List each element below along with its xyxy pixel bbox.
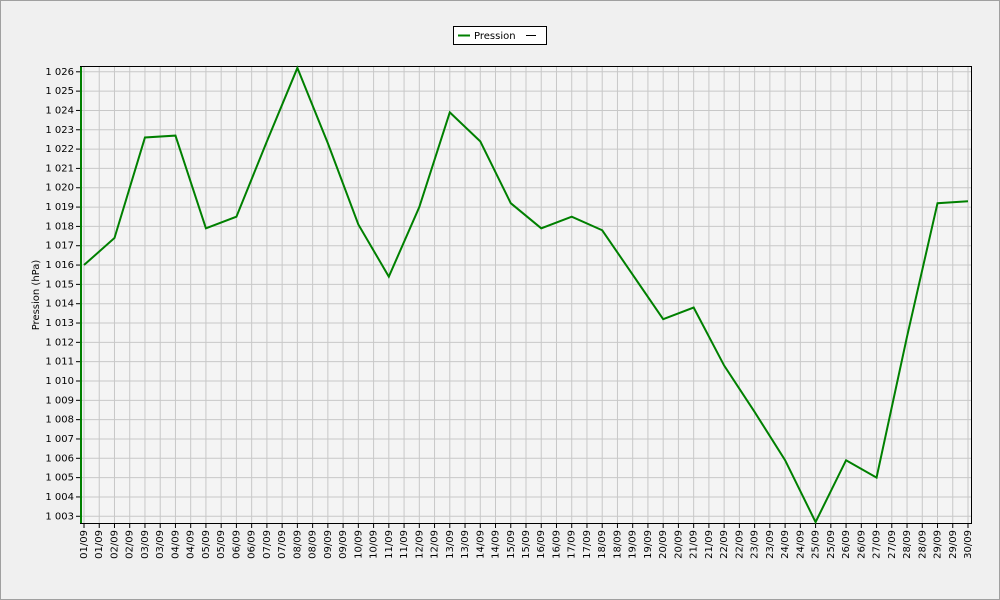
- y-tick-label: 1 006: [45, 453, 74, 464]
- x-tick-label: 20/09: [673, 530, 684, 559]
- x-tick-label: 25/09: [811, 530, 822, 559]
- x-tick-label: 03/09: [155, 530, 166, 559]
- x-tick-label: 06/09: [247, 530, 258, 559]
- x-tick-label: 19/09: [643, 530, 654, 559]
- y-tick-label: 1 024: [45, 105, 74, 116]
- x-tick-label: 16/09: [551, 530, 562, 559]
- x-tick-label: 09/09: [323, 530, 334, 559]
- x-tick-label: 29/09: [948, 530, 959, 559]
- x-tick-label: 28/09: [917, 530, 928, 559]
- x-tick-label: 22/09: [734, 530, 745, 559]
- x-tick-label: 10/09: [353, 530, 364, 559]
- x-tick-label: 26/09: [856, 530, 867, 559]
- x-tick-label: 21/09: [704, 530, 715, 559]
- y-tick-label: 1 011: [45, 357, 74, 368]
- x-tick-label: 10/09: [369, 530, 380, 559]
- x-tick-label: 22/09: [719, 530, 730, 559]
- x-tick-label: 04/09: [170, 530, 181, 559]
- y-tick-label: 1 023: [45, 125, 74, 136]
- y-axis-label: Pression (hPa): [31, 260, 42, 331]
- y-tick-label: 1 016: [45, 260, 74, 271]
- legend-box: [453, 26, 547, 45]
- y-tick-label: 1 003: [45, 511, 74, 522]
- x-tick-label: 01/09: [94, 530, 105, 559]
- x-tick-label: 12/09: [414, 530, 425, 559]
- y-tick-label: 1 013: [45, 318, 74, 329]
- legend-label: Pression: [474, 31, 516, 42]
- y-tick-label: 1 014: [45, 299, 74, 310]
- x-tick-label: 17/09: [567, 530, 578, 559]
- y-tick-label: 1 004: [45, 492, 74, 503]
- data-line: [83, 65, 969, 525]
- x-tick-label: 30/09: [963, 530, 974, 559]
- x-tick-label: 26/09: [841, 530, 852, 559]
- x-tick-label: 03/09: [140, 530, 151, 559]
- y-tick-label: 1 022: [45, 144, 74, 155]
- x-tick-label: 04/09: [186, 530, 197, 559]
- y-tick-label: 1 025: [45, 86, 74, 97]
- x-tick-label: 20/09: [658, 530, 669, 559]
- x-tick-label: 19/09: [628, 530, 639, 559]
- x-tick-label: 05/09: [216, 530, 227, 559]
- x-tick-label: 13/09: [445, 530, 456, 559]
- x-tick-label: 02/09: [109, 530, 120, 559]
- y-tick-label: 1 019: [45, 202, 74, 213]
- x-tick-label: 05/09: [201, 530, 212, 559]
- x-tick-label: 18/09: [612, 530, 623, 559]
- x-tick-label: 08/09: [292, 530, 303, 559]
- x-tick-label: 15/09: [521, 530, 532, 559]
- x-tick-label: 06/09: [231, 530, 242, 559]
- x-tick-label: 25/09: [826, 530, 837, 559]
- y-tick-label: 1 007: [45, 434, 74, 445]
- x-tick-label: 09/09: [338, 530, 349, 559]
- y-tick-label: 1 015: [45, 279, 74, 290]
- x-tick-label: 27/09: [887, 530, 898, 559]
- x-tick-label: 14/09: [475, 530, 486, 559]
- x-tick-label: 07/09: [262, 530, 273, 559]
- y-tick-label: 1 017: [45, 241, 74, 252]
- x-tick-label: 21/09: [689, 530, 700, 559]
- y-tick-label: 1 026: [45, 67, 74, 78]
- x-tick-label: 02/09: [125, 530, 136, 559]
- x-tick-label: 11/09: [399, 530, 410, 559]
- x-tick-label: 11/09: [384, 530, 395, 559]
- x-tick-label: 08/09: [308, 530, 319, 559]
- x-tick-label: 23/09: [765, 530, 776, 559]
- x-tick-label: 17/09: [582, 530, 593, 559]
- y-tick-label: 1 021: [45, 163, 74, 174]
- y-tick-label: 1 020: [45, 183, 74, 194]
- x-tick-label: 29/09: [933, 530, 944, 559]
- y-tick-label: 1 009: [45, 395, 74, 406]
- legend: Pression: [453, 26, 547, 45]
- x-tick-label: 28/09: [902, 530, 913, 559]
- y-tick-label: 1 010: [45, 376, 74, 387]
- x-tick-label: 24/09: [795, 530, 806, 559]
- x-tick-label: 15/09: [506, 530, 517, 559]
- x-tick-label: 07/09: [277, 530, 288, 559]
- x-tick-label: 14/09: [491, 530, 502, 559]
- y-tick-label: 1 005: [45, 473, 74, 484]
- x-tick-label: 13/09: [460, 530, 471, 559]
- x-tick-label: 01/09: [79, 530, 90, 559]
- y-tick-label: 1 018: [45, 221, 74, 232]
- x-tick-label: 24/09: [780, 530, 791, 559]
- x-tick-label: 16/09: [536, 530, 547, 559]
- x-tick-label: 18/09: [597, 530, 608, 559]
- y-tick-label: 1 008: [45, 415, 74, 426]
- x-tick-label: 27/09: [872, 530, 883, 559]
- x-tick-label: 23/09: [750, 530, 761, 559]
- x-tick-label: 12/09: [430, 530, 441, 559]
- y-tick-label: 1 012: [45, 337, 74, 348]
